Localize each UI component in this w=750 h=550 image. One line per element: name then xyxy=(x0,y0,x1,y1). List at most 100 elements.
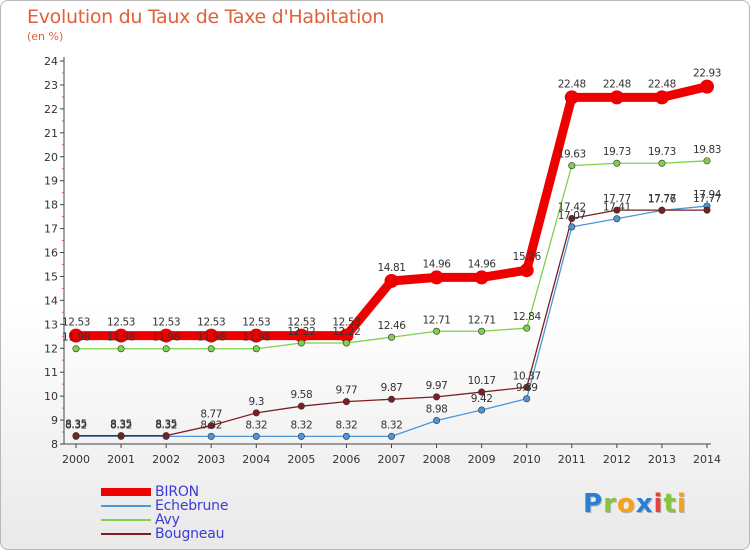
data-point-biron xyxy=(700,79,714,94)
data-point-echebrune xyxy=(613,215,621,223)
data-label-avy: 11.98 xyxy=(197,332,225,344)
data-point-bougneau xyxy=(72,432,80,440)
data-label-echebrune: 8.32 xyxy=(290,419,312,431)
y-tick-label: 17 xyxy=(44,223,58,236)
data-label-avy: 12.84 xyxy=(513,311,542,323)
data-point-biron xyxy=(429,270,444,285)
x-tick-label: 2010 xyxy=(513,453,541,466)
legend-label: Echebrune xyxy=(155,498,229,514)
data-label-bougneau: 8.35 xyxy=(110,419,132,431)
data-point-bougneau xyxy=(613,206,621,214)
data-label-bougneau: 9.3 xyxy=(249,396,265,408)
x-tick-label: 2014 xyxy=(693,453,721,466)
data-label-bougneau: 17.42 xyxy=(558,202,586,214)
data-point-bougneau xyxy=(658,206,666,214)
y-tick-label: 13 xyxy=(44,318,58,331)
data-label-bougneau: 8.35 xyxy=(65,419,87,431)
x-tick-label: 2006 xyxy=(332,453,360,466)
data-label-avy: 12.22 xyxy=(287,326,315,338)
data-label-echebrune: 8.98 xyxy=(426,404,448,416)
data-label-biron: 14.81 xyxy=(377,262,405,274)
data-point-bougneau xyxy=(162,432,170,440)
logo-letter: r xyxy=(603,489,617,519)
data-point-avy xyxy=(613,159,621,167)
x-tick-label: 2007 xyxy=(378,453,406,466)
data-label-echebrune: 17.07 xyxy=(558,210,586,222)
legend-label: BIRON xyxy=(155,484,199,500)
y-tick-label: 19 xyxy=(44,175,58,188)
data-label-biron: 12.53 xyxy=(62,317,90,329)
y-tick-label: 14 xyxy=(44,294,58,307)
data-label-bougneau: 17.77 xyxy=(603,193,631,205)
data-point-avy xyxy=(162,345,170,353)
data-label-avy: 12.71 xyxy=(423,314,451,326)
y-tick-label: 23 xyxy=(44,79,58,92)
y-tick-label: 11 xyxy=(44,366,58,379)
data-label-bougneau: 9.58 xyxy=(290,389,312,401)
data-point-echebrune xyxy=(387,432,395,440)
data-label-avy: 19.73 xyxy=(648,146,676,158)
data-point-echebrune xyxy=(523,395,531,403)
y-tick-label: 20 xyxy=(44,151,58,164)
data-point-biron xyxy=(339,328,354,343)
legend-swatch xyxy=(101,488,151,496)
data-label-bougneau: 9.97 xyxy=(426,380,448,392)
data-point-biron xyxy=(114,328,129,343)
data-label-avy: 11.98 xyxy=(62,332,90,344)
data-label-echebrune: 9.89 xyxy=(516,382,538,394)
x-tick-label: 2005 xyxy=(287,453,315,466)
data-label-biron: 12.53 xyxy=(197,317,225,329)
legend-item-bougneau: Bougneau xyxy=(101,526,321,542)
data-label-bougneau: 17.77 xyxy=(693,193,721,205)
data-point-biron xyxy=(609,90,624,105)
data-point-biron xyxy=(519,263,534,278)
data-point-avy xyxy=(297,339,305,347)
data-label-bougneau: 10.37 xyxy=(513,370,541,382)
data-label-avy: 19.63 xyxy=(558,149,586,161)
data-label-echebrune: 8.32 xyxy=(155,419,177,431)
data-label-biron: 12.53 xyxy=(152,317,180,329)
data-label-echebrune: 8.32 xyxy=(336,419,358,431)
data-label-avy: 12.71 xyxy=(468,314,496,326)
data-label-echebrune: 8.32 xyxy=(245,419,267,431)
data-label-avy: 11.98 xyxy=(107,332,135,344)
data-label-biron: 22.93 xyxy=(693,68,721,80)
data-point-bougneau xyxy=(297,402,305,410)
chart-title: Evolution du Taux de Taxe d'Habitation xyxy=(27,6,385,28)
logo-letter: o xyxy=(616,489,636,519)
data-point-biron xyxy=(474,270,489,285)
data-point-biron xyxy=(654,90,669,105)
legend-item-avy: Avy xyxy=(101,512,321,528)
data-label-echebrune: 8.32 xyxy=(110,419,132,431)
data-label-avy: 12.22 xyxy=(332,326,360,338)
data-label-biron: 12.53 xyxy=(287,317,315,329)
data-label-echebrune: 17.41 xyxy=(603,202,631,214)
y-tick-label: 16 xyxy=(44,247,58,260)
legend-item-echebrune: Echebrune xyxy=(101,498,321,514)
y-tick-label: 22 xyxy=(44,103,58,116)
proxiti-logo: Proxiti xyxy=(583,489,687,519)
x-tick-label: 2008 xyxy=(423,453,451,466)
data-point-bougneau xyxy=(207,422,215,430)
data-point-bougneau xyxy=(703,206,711,214)
data-point-avy xyxy=(252,345,260,353)
y-axis-unit: (en %) xyxy=(27,30,64,43)
axes: 8 9 10 11 12 13 14 15 16 17 18 19 20 21 22 23 24 2000 2001… xyxy=(44,55,721,466)
data-point-biron xyxy=(69,328,83,343)
x-tick-label: 2004 xyxy=(242,453,270,466)
data-label-bougneau: 17.77 xyxy=(648,193,676,205)
data-point-avy xyxy=(523,324,531,332)
data-label-echebrune: 8.32 xyxy=(381,419,403,431)
x-tick-label: 2009 xyxy=(468,453,496,466)
data-point-biron xyxy=(204,328,219,343)
data-label-biron: 14.96 xyxy=(423,258,452,270)
data-point-avy xyxy=(658,159,666,167)
data-label-bougneau: 8.77 xyxy=(200,409,222,421)
data-label-avy: 11.98 xyxy=(152,332,180,344)
y-tick-label: 10 xyxy=(44,390,58,403)
legend-label: Bougneau xyxy=(155,526,225,542)
data-point-avy xyxy=(117,345,125,353)
y-tick-label: 8 xyxy=(51,438,58,451)
